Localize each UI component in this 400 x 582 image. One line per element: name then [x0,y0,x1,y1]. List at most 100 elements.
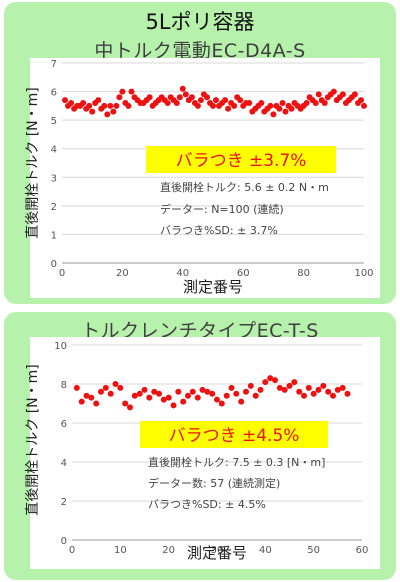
data-point [136,390,143,397]
y-tick-label: 4 [51,145,57,156]
data-point [113,102,120,109]
data-point [286,382,293,389]
data-point [281,386,288,393]
y-axis-label: 直後開栓トルク [N・m] [24,364,41,515]
data-point [301,392,307,399]
data-point [218,400,225,407]
data-point [176,94,183,101]
data-point [197,97,204,104]
data-point [288,105,295,112]
chart-2: 0 2 4 6 8 10 0 10 20 30 40 50 60 測定番号 直後開栓トルク [N・m] バラつ… [24,337,380,569]
data-point [334,386,341,393]
data-point [315,386,322,393]
data-point [194,394,201,401]
data-point [267,375,274,382]
data-point [276,384,283,391]
data-point [160,396,167,403]
x-tick-label: 100 [354,268,373,279]
data-point [296,388,303,395]
data-point [62,97,68,104]
x-axis-label: 測定番号 [183,278,243,296]
data-point [119,88,126,95]
y-tick-label: 5 [51,116,57,127]
data-point [291,379,298,386]
data-point [209,390,216,397]
data-point [199,386,206,393]
data-point [125,102,132,109]
x-tick-label: 80 [297,268,310,279]
data-point [165,394,172,401]
main-title: 5Lポリ容器 [145,10,255,34]
x-axis-label: 測定番号 [187,544,247,562]
data-point [86,102,93,109]
data-point [89,108,96,115]
x-tick-label: 20 [162,545,175,556]
x-tick-label: 0 [59,268,65,279]
data-point [361,102,367,109]
data-point [320,382,327,389]
data-point [210,102,216,109]
data-point [73,384,80,391]
data-point [267,102,274,109]
chart-1: 0 1 2 3 4 5 6 7 0 20 40 60 80 100 測定番号 直後開栓トルク [N・m] バラつ… [24,58,380,298]
data-point [325,388,332,395]
y-tick-label: 6 [61,419,67,430]
x-tick-label: 20 [116,268,129,279]
y-tick-label: 10 [54,341,67,352]
y-tick-label: 0 [61,536,67,547]
data-point [247,382,254,389]
x-tick-label: 40 [259,545,272,556]
data-point [344,390,351,397]
data-point [194,102,201,109]
data-point [156,390,162,397]
data-point [83,392,90,399]
y-tick-label: 6 [51,88,57,99]
data-point [102,384,109,391]
data-point [358,97,364,104]
data-point [310,390,317,397]
data-point [312,100,319,106]
y-tick-label: 2 [51,202,57,213]
highlight-label: バラつき ±3.7% [176,151,307,171]
highlight-box [146,146,336,173]
data-point [78,398,85,405]
data-point [164,100,171,106]
data-point [170,402,177,409]
chart-background [30,337,380,569]
data-point [214,396,220,403]
data-point [225,105,232,112]
data-point [68,100,75,106]
data-point [233,390,240,397]
data-point [243,388,249,395]
y-axis-label: 直後開栓トルク [N・m] [24,87,41,238]
chart2-title: トルクレンチタイプEC-T-S [81,320,319,342]
data-point [351,91,358,98]
data-point [188,94,195,101]
data-point [262,379,269,386]
data-point [179,85,186,92]
y-tick-label: 0 [51,259,57,270]
highlight-box [140,421,328,448]
x-tick-label: 50 [307,545,320,556]
data-point [117,384,124,391]
chart1-title: 中トルク電動EC-D4A-S [94,40,306,62]
data-point [107,102,114,109]
data-point [189,388,196,395]
data-point [107,390,114,397]
data-point [98,388,104,395]
x-tick-label: 40 [176,268,189,279]
data-point [116,94,123,101]
data-point [258,100,265,106]
annotation-text: 直後開栓トルク: 7.5 ± 0.3 [N・m] [148,455,325,469]
data-point [122,400,129,407]
x-tick-label: 60 [237,268,250,279]
annotation-text: データー: N=100 (連続) [160,202,284,216]
data-point [112,381,119,387]
data-point [321,100,328,106]
y-tick-label: 3 [51,173,57,184]
data-point [95,97,102,104]
data-point [223,392,230,399]
data-point [146,394,153,401]
y-tick-label: 1 [51,230,57,241]
data-point [238,398,245,405]
